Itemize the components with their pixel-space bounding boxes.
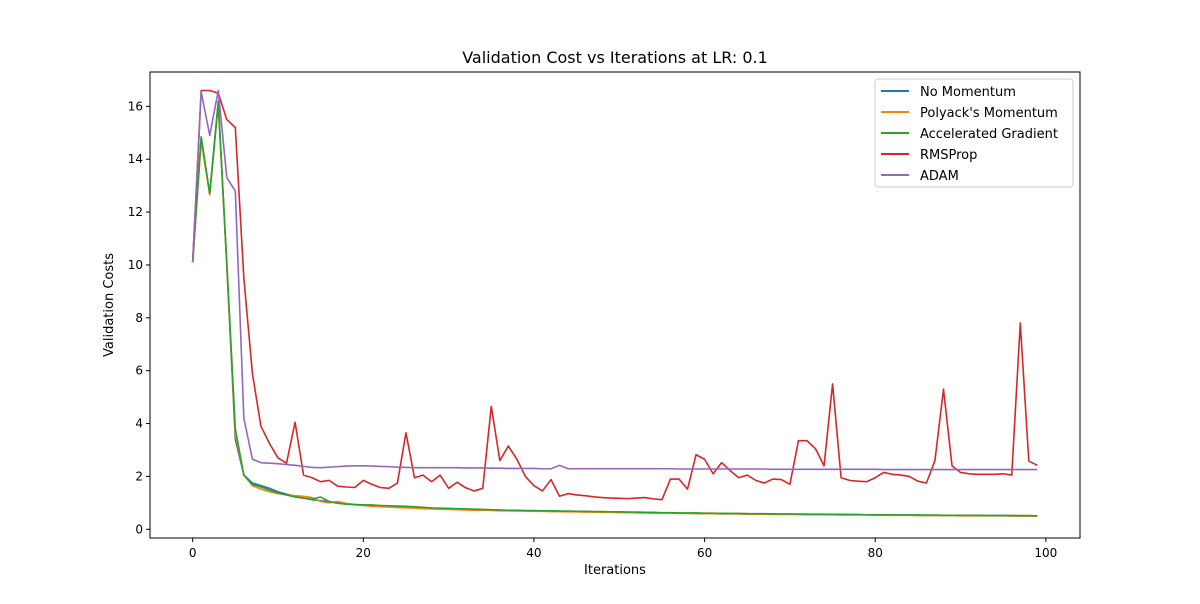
legend-label-3: RMSProp	[920, 148, 977, 163]
legend-label-4: ADAM	[920, 169, 959, 184]
series-layer	[191, 89, 1038, 517]
legend-label-2: Accelerated Gradient	[920, 127, 1058, 142]
y-tick-label: 14	[128, 152, 143, 166]
x-axis-label: Iterations	[584, 563, 646, 578]
y-tick-label: 8	[135, 311, 143, 325]
x-axis: 0 20 40 60 80 100	[189, 538, 1057, 560]
legend: No Momentum Polyack's Momentum Accelerated…	[874, 78, 1074, 188]
legend-label-0: No Momentum	[920, 85, 1016, 100]
y-tick-label: 6	[135, 364, 143, 378]
y-axis: 0 2 4 6 8 10 12 14 16	[128, 99, 150, 536]
x-tick-label: 60	[697, 546, 712, 560]
chart-title: Validation Cost vs Iterations at LR: 0.1	[462, 48, 768, 67]
y-tick-label: 2	[135, 469, 143, 483]
x-tick-label: 80	[868, 546, 883, 560]
y-tick-label: 12	[128, 205, 143, 219]
plot-frame	[149, 71, 1081, 539]
x-tick-label: 40	[526, 546, 541, 560]
x-tick-label: 20	[356, 546, 371, 560]
x-tick-label: 0	[189, 546, 197, 560]
y-tick-label: 16	[128, 99, 143, 113]
legend-box	[874, 78, 1074, 188]
legend-label-1: Polyack's Momentum	[920, 106, 1058, 121]
series-line-3	[191, 89, 1038, 501]
y-axis-label: Validation Costs	[102, 253, 117, 357]
y-tick-label: 0	[135, 522, 143, 536]
series-line-2	[191, 102, 1038, 517]
x-tick-label: 100	[1034, 546, 1057, 560]
y-tick-label: 10	[128, 258, 143, 272]
y-tick-label: 4	[135, 417, 143, 431]
series-line-4	[191, 89, 1038, 471]
